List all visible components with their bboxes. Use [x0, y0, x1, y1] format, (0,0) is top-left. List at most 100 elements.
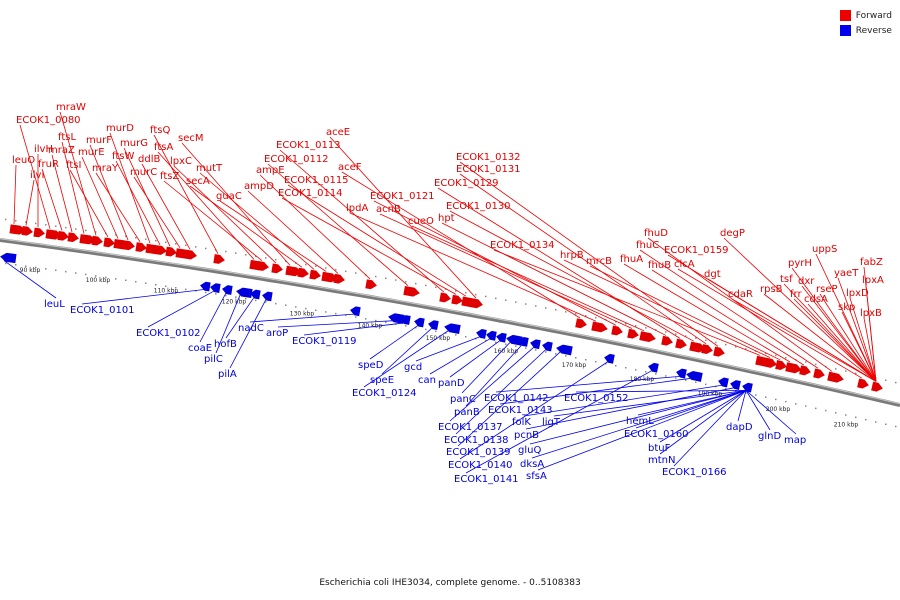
guide-dot: [195, 246, 197, 248]
forward-leader-line: [449, 210, 695, 342]
guide-dot: [545, 307, 547, 309]
reverse-leader-line: [745, 390, 771, 431]
forward-leader-line: [793, 298, 877, 382]
forward-gene-label: yaeT: [834, 268, 859, 279]
guide-dot: [115, 234, 117, 236]
reverse-gene-arrow: [556, 344, 573, 356]
guide-dot: [385, 277, 387, 280]
reverse-gene-arrow: [718, 377, 729, 388]
forward-leader-line: [707, 278, 877, 382]
reverse-gene-label: hofB: [214, 339, 237, 350]
forward-gene-labels: leuOilvIilvHECOK1_0080fruRmraZftsLmraWft…: [12, 102, 884, 382]
reverse-leader-line: [635, 390, 747, 429]
forward-leader-line: [783, 283, 877, 382]
reverse-gene-label: btuF: [648, 443, 671, 454]
guide-dot: [745, 392, 747, 394]
guide-dot: [335, 268, 337, 271]
scale-tick-label: 190 kbp: [698, 391, 723, 398]
forward-gene-label: ECOK1_0132: [456, 152, 521, 163]
guide-dot: [895, 425, 897, 428]
reverse-leader-line: [369, 325, 419, 360]
forward-gene-label: murD: [106, 123, 134, 134]
forward-gene-label: rseP: [816, 284, 838, 295]
reverse-leader-line: [745, 390, 797, 435]
guide-dot: [735, 346, 737, 348]
reverse-gene-label: can: [418, 375, 436, 386]
guide-dot: [95, 231, 97, 233]
reverse-leader-line: [363, 330, 449, 388]
guide-dot: [135, 281, 137, 283]
guide-dot: [495, 341, 497, 344]
forward-gene-label: pyrH: [788, 258, 812, 269]
forward-gene-label: ECOK1_0134: [490, 240, 555, 251]
forward-gene-label: fhuB: [648, 260, 671, 271]
guide-dot: [25, 221, 27, 223]
guide-dot: [455, 334, 457, 336]
reverse-gene-arrow: [388, 313, 405, 324]
guide-dot: [795, 403, 797, 405]
forward-gene-label: aceE: [326, 127, 350, 138]
guide-dot: [85, 229, 87, 232]
forward-leader-line: [163, 180, 263, 262]
legend-reverse: Reverse: [839, 23, 892, 38]
forward-leader-line: [81, 156, 119, 239]
reverse-leader-line: [429, 338, 491, 375]
forward-gene-label: ECOK1_0112: [264, 154, 329, 165]
forward-gene-label: secA: [186, 176, 210, 187]
reverse-leader-line: [637, 389, 747, 416]
guide-dot: [395, 279, 397, 281]
guide-dot: [835, 368, 837, 370]
guide-dot: [445, 332, 447, 334]
forward-gene-arrow: [103, 237, 115, 248]
guide-dot: [595, 317, 597, 319]
forward-gene-arrow: [701, 344, 713, 355]
reverse-gene-label: folK: [512, 417, 531, 428]
guide-dot: [155, 240, 157, 242]
reverse-gene-arrow: [350, 306, 361, 317]
guide-dot: [425, 284, 427, 287]
guide-dot: [15, 220, 17, 222]
forward-gene-label: tsf: [780, 274, 793, 285]
forward-leader-line: [841, 311, 877, 382]
forward-gene-arrow: [333, 273, 345, 284]
guide-dot: [785, 400, 787, 403]
scale-tick-label: 100 kbp: [86, 277, 111, 284]
guide-dot: [545, 351, 547, 353]
forward-gene-arrow: [627, 328, 639, 339]
legend: Forward Reverse: [839, 8, 892, 38]
forward-gene-label: murF: [86, 135, 112, 146]
forward-gene-label: ECOK1_0121: [370, 191, 435, 202]
forward-gene-label: cueO: [408, 216, 434, 227]
reverse-leader-line: [457, 351, 561, 447]
genome-caption: Escherichia coli IHE3034, complete genom…: [319, 578, 581, 588]
guide-dot: [585, 315, 587, 317]
forward-gene-arrow: [471, 298, 483, 309]
guide-dot: [705, 383, 707, 386]
guide-dot: [305, 263, 307, 266]
forward-leader-line: [819, 293, 877, 382]
reverse-gene-label: ECOK1_0124: [352, 388, 417, 399]
forward-leader-line: [329, 136, 477, 299]
guide-dot: [75, 272, 77, 274]
guide-dot: [535, 349, 537, 351]
forward-gene-label: ampE: [256, 165, 285, 176]
guide-dot: [695, 381, 697, 383]
reverse-leader-line: [225, 297, 255, 339]
forward-gene-label: ECOK1_0131: [456, 164, 521, 175]
guide-dot: [615, 365, 617, 367]
guide-dot: [135, 237, 137, 239]
guide-dot: [25, 265, 27, 267]
guide-dot: [435, 286, 437, 288]
reverse-gene-label: mtnN: [648, 455, 675, 466]
forward-gene-label: hrpB: [560, 250, 584, 261]
guide-dot: [775, 354, 777, 357]
guide-dot: [455, 290, 457, 292]
guide-dot: [325, 267, 327, 269]
reverse-gene-arrow: [676, 368, 687, 379]
reverse-gene-label: panB: [454, 407, 480, 418]
guide-dot: [465, 292, 467, 294]
guide-dot: [685, 335, 687, 337]
guide-dot: [575, 357, 577, 359]
guide-dot: [235, 252, 237, 254]
guide-dot: [175, 287, 177, 289]
